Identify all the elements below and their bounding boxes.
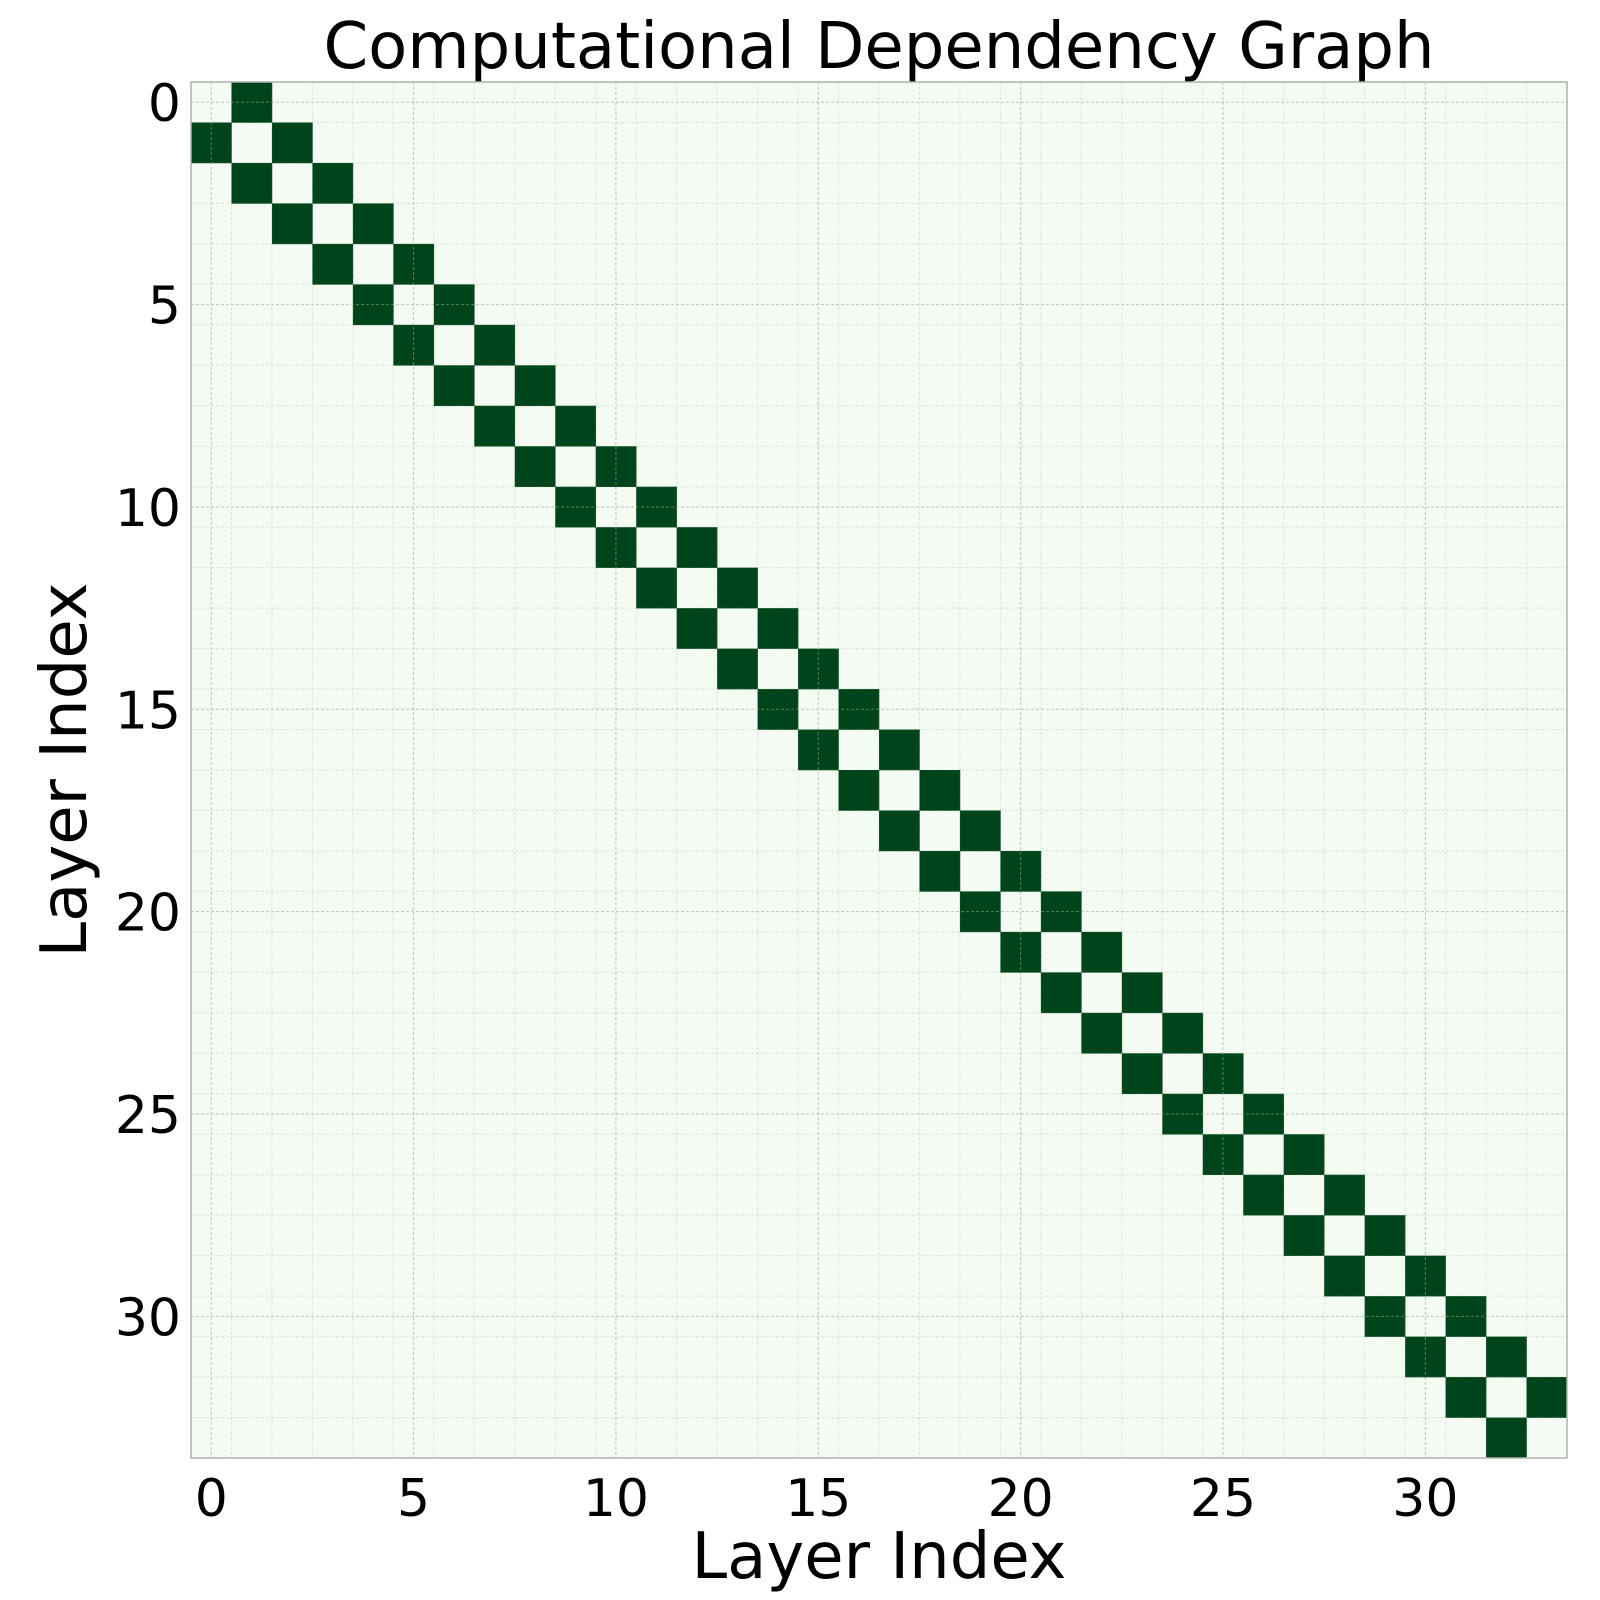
heatmap-cell <box>1364 1296 1406 1337</box>
heatmap-cell <box>879 810 920 852</box>
heatmap-cell <box>919 850 961 892</box>
heatmap-cell <box>1364 1215 1406 1256</box>
y-axis-label: Layer Index <box>28 583 102 958</box>
chart-title: Computational Dependency Graph <box>323 10 1434 84</box>
heatmap-cell <box>433 365 475 407</box>
heatmap-cell <box>231 162 273 204</box>
heatmap-cell <box>312 162 354 204</box>
heatmap-cell <box>514 365 556 407</box>
heatmap-cell <box>1405 1255 1446 1297</box>
y-tick-label: 10 <box>115 479 181 539</box>
heatmap-cell <box>838 770 880 811</box>
heatmap-cell <box>312 243 354 285</box>
heatmap-cell <box>1162 1012 1204 1054</box>
heatmap-cell <box>1526 1377 1568 1418</box>
x-tick-label: 30 <box>1392 1469 1458 1529</box>
heatmap-cell <box>1121 1053 1163 1095</box>
heatmap-cell <box>1040 972 1082 1014</box>
x-tick-label: 5 <box>397 1469 430 1529</box>
heatmap-cell <box>1081 931 1123 973</box>
heatmap-cell <box>474 405 516 447</box>
x-tick-label: 15 <box>785 1469 851 1529</box>
heatmap-cell <box>1445 1377 1487 1418</box>
x-tick-label: 20 <box>988 1469 1054 1529</box>
heatmap-cell <box>959 810 1001 852</box>
heatmap-cell <box>717 648 758 690</box>
heatmap-cell <box>474 324 516 366</box>
heatmap-cell <box>879 729 920 771</box>
heatmap-cell <box>1243 1174 1285 1216</box>
x-tick-label: 25 <box>1190 1469 1256 1529</box>
heatmap-cells <box>191 82 1568 1459</box>
y-tick-label: 15 <box>115 681 181 741</box>
heatmap-cell <box>1121 972 1163 1014</box>
heatmap-cell <box>352 203 394 245</box>
heatmap-cell <box>555 405 597 447</box>
heatmap-cell <box>757 608 799 649</box>
grid-lines <box>191 82 1567 1458</box>
heatmap-cell <box>919 770 961 811</box>
x-tick-labels: 0 5 10 15 20 25 30 <box>195 1469 1459 1529</box>
heatmap-cell <box>1324 1174 1365 1216</box>
heatmap-cell <box>717 567 758 609</box>
y-tick-labels: 0 5 10 15 20 25 30 <box>115 74 181 1348</box>
y-tick-label: 0 <box>148 74 181 134</box>
heatmap-cell <box>271 203 313 245</box>
heatmap-cell <box>1081 1012 1123 1054</box>
heatmap-cell <box>1283 1134 1325 1176</box>
heatmap-cell <box>636 567 677 609</box>
heatmap-cell <box>1324 1255 1365 1297</box>
x-tick-label: 10 <box>583 1469 649 1529</box>
heatmap-cell <box>676 527 718 568</box>
x-axis-label: Layer Index <box>692 1520 1067 1594</box>
y-tick-label: 20 <box>115 884 181 944</box>
heatmap-cell <box>1486 1417 1527 1459</box>
plot-frame <box>190 81 1568 1459</box>
y-tick-label: 25 <box>115 1086 181 1146</box>
y-tick-label: 30 <box>115 1288 181 1348</box>
y-tick-label: 5 <box>148 277 181 337</box>
heatmap-cell <box>514 446 556 488</box>
heatmap-cell <box>271 122 313 164</box>
heatmap-cell <box>1283 1215 1325 1256</box>
heatmap-cell <box>676 608 718 649</box>
heatmap-cell <box>1486 1336 1527 1378</box>
x-tick-label: 0 <box>195 1469 228 1529</box>
